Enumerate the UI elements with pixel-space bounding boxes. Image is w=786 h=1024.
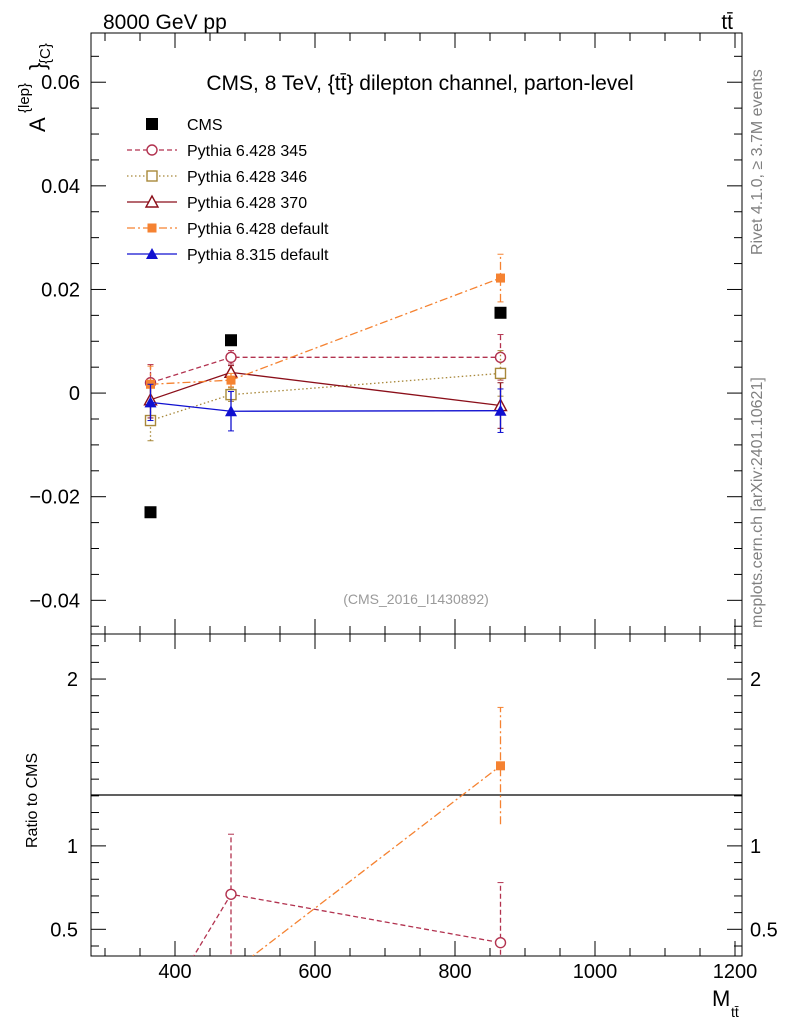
series-line-p345 [150,356,501,384]
ratio-y-tick-label-left: 2 [67,669,78,691]
watermark: (CMS_2016_I1430892) [343,591,489,607]
data-point-cms [494,306,507,319]
legend-item-cms: CMS [146,117,223,134]
series-p370 [143,364,508,429]
data-point-cms [144,506,157,519]
legend-item-p346: Pythia 6.428 346 [127,169,307,186]
legend-marker-cms [146,118,158,130]
main-y-tick-label: 0.02 [41,279,80,301]
legend-label-p6def: Pythia 6.428 default [187,221,329,238]
data-point-p8def [144,396,157,408]
ratio-series-group [193,706,507,956]
series-line-p370 [150,371,501,407]
x-tick-label: 400 [158,961,191,983]
rivet-label: Rivet 4.1.0, ≥ 3.7M events [749,69,766,255]
legend-label-p8def: Pythia 8.315 default [187,247,329,264]
ratio-y-tick-label-right: 0.5 [750,919,778,941]
series-cms [144,306,507,519]
data-point-p6def [496,273,505,283]
ratio-axis-ticks [91,634,742,956]
legend: CMS Pythia 6.428 345 Pythia 6.428 346 Pythi… [127,117,329,264]
legend-label-cms: CMS [187,117,223,134]
legend-marker-p370 [144,194,160,208]
data-point-p345 [494,351,507,364]
series-line-p8def [150,401,501,412]
series-line-p346 [150,372,501,422]
main-y-tick-labels: −0.04 −0.02 0 0.02 0.04 0.06 [29,72,80,612]
series-p6def [146,253,505,403]
series-p346 [144,350,507,442]
legend-item-p370: Pythia 6.428 370 [127,194,307,212]
legend-item-p6def: Pythia 6.428 default [127,221,329,238]
ratio-tick-labels: 0.5 0.5 1 1 2 2 400 600 800 1000 1200 [50,669,778,983]
series-line-p6def [150,277,501,385]
ylabel-brace: } [25,63,50,70]
x-tick-label: 1200 [713,961,758,983]
ratio-point-p345 [225,888,237,900]
main-y-tick-label: 0.06 [41,72,80,94]
ratio-line-p345 [193,893,501,956]
xlabel-sub: tt̄ [731,1004,739,1020]
data-point-p346 [494,367,507,380]
main-y-tick-label: −0.02 [29,487,80,509]
ratio-series-p345 [193,833,507,956]
legend-marker-p8def [146,248,158,259]
mcplots-label: mcplots.cern.ch [arXiv:2401.10621] [749,377,766,628]
ratio-y-tick-label-left: 0.5 [50,919,78,941]
x-tick-label: 1000 [573,961,618,983]
ratio-y-tick-label-left: 1 [67,836,78,858]
legend-label-p370: Pythia 6.428 370 [187,195,307,212]
data-point-p8def [494,404,507,416]
main-plot-panel: −0.04 −0.02 0 0.02 0.04 0.06 A {lep} } {C} CM… [16,32,743,635]
legend-item-p345: Pythia 6.428 345 [127,143,307,160]
main-y-tick-label: −0.04 [29,590,80,612]
x-axis-label: M tt̄ [712,986,739,1020]
header-left: 8000 GeV pp [103,11,227,34]
series-p8def [144,383,507,433]
data-point-cms [225,334,237,347]
legend-item-p8def: Pythia 8.315 default [127,247,329,264]
ylabel-sup: {lep} [16,83,33,113]
xlabel-main: M [712,986,730,1011]
x-tick-label: 600 [298,961,331,983]
main-series-group [143,253,508,519]
ratio-y-tick-label-right: 1 [750,836,761,858]
data-point-p6def [226,375,236,385]
header-right: tt̄ [721,11,733,34]
ratio-y-tick-label-right: 2 [750,669,761,691]
legend-label-p345: Pythia 6.428 345 [187,143,307,160]
legend-marker-p6def [147,223,157,233]
legend-label-p346: Pythia 6.428 346 [187,169,307,186]
data-point-p8def [225,405,237,417]
ratio-series-p6def [251,706,505,956]
ratio-plot-panel: 0.5 0.5 1 1 2 2 400 600 800 1000 1200 Ratio to CMS… [24,633,778,1020]
legend-marker-p345 [146,144,158,156]
main-y-tick-label: 0.04 [41,176,80,198]
ratio-y-axis-label: Ratio to CMS [24,753,41,848]
main-axis-ticks [91,33,742,634]
chart-title: CMS, 8 TeV, {tt̄} dilepton channel, part… [206,72,633,95]
ratio-line-p6def [251,765,501,956]
ratio-point-p6def [496,761,505,771]
ylabel-sub: {C} [37,43,54,64]
data-point-p345 [225,351,237,364]
main-y-tick-label: 0 [69,383,80,405]
main-y-axis-label: A {lep} } {C} [16,43,54,132]
ylabel-main: A [25,117,50,132]
ratio-point-p345 [494,936,507,949]
legend-marker-p346 [146,170,158,182]
x-tick-label: 800 [438,961,471,983]
